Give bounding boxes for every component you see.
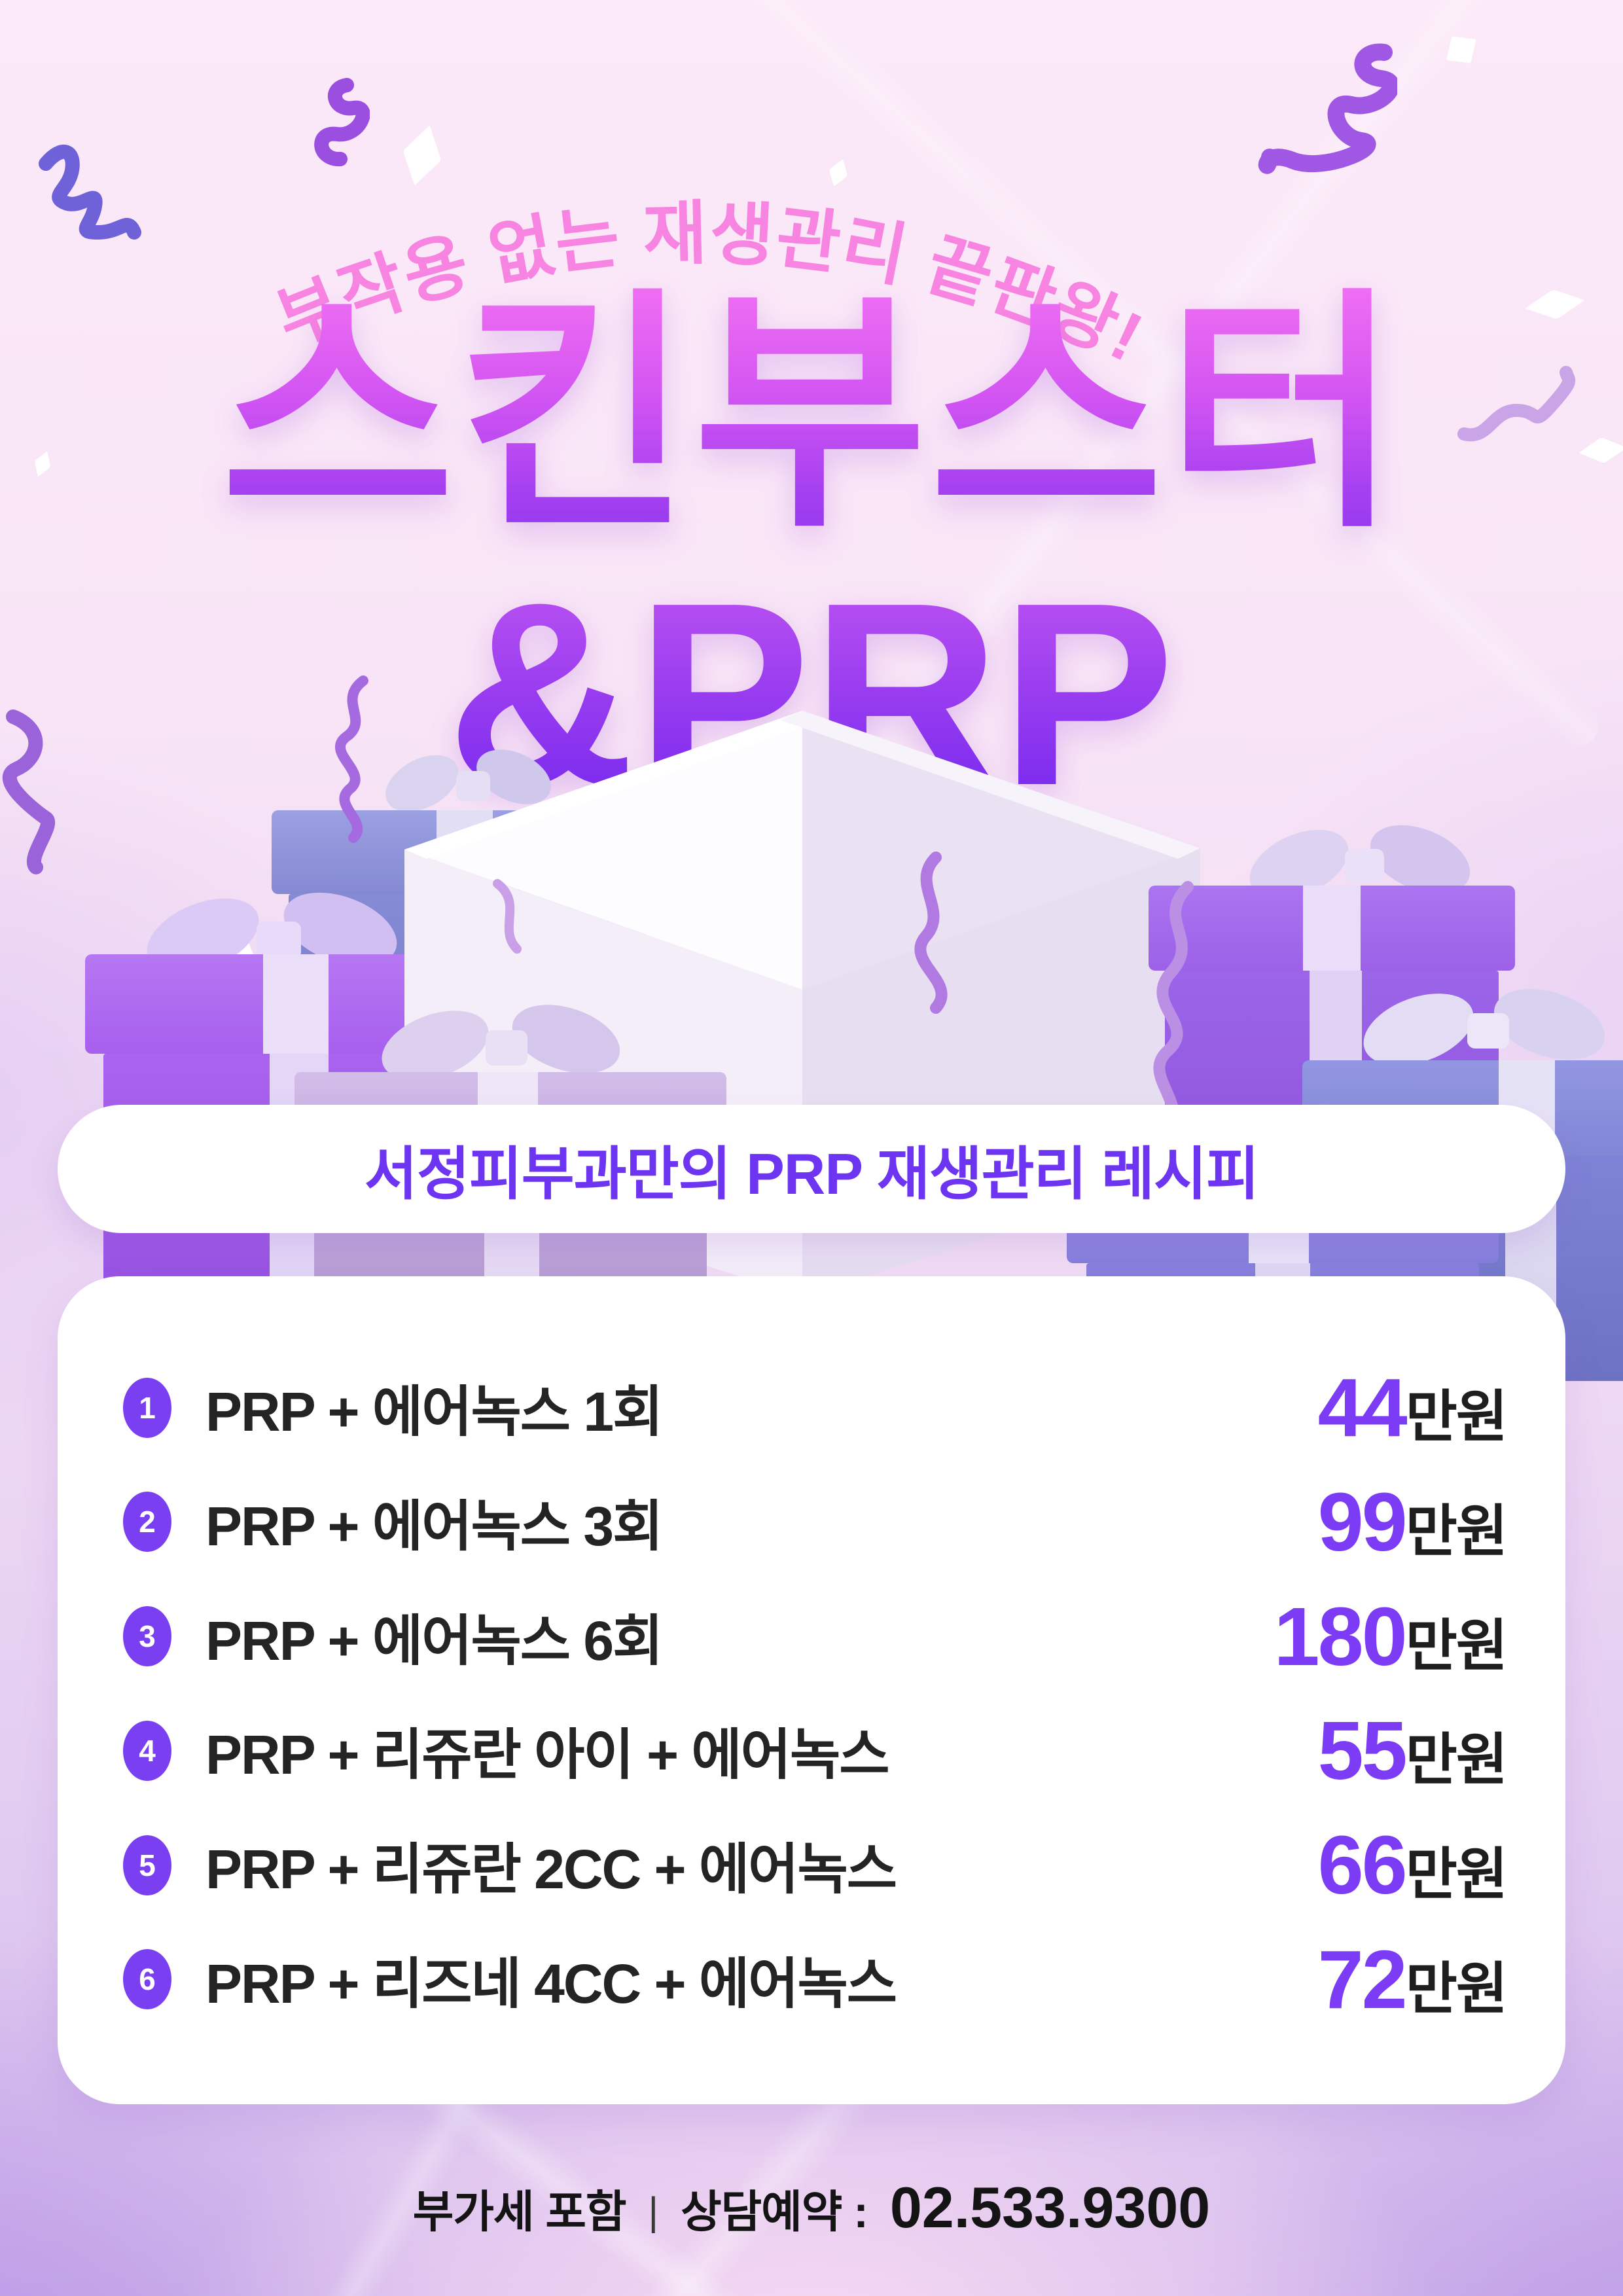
tagline-arc: 부작용 없는 재생관리 끝판왕!: [266, 195, 1154, 377]
recipe-banner-text: 서정피부과만의 PRP 재생관리 레시피: [364, 1141, 1259, 1206]
price-number: 55: [1317, 1704, 1408, 1797]
confetti-spiral-icon: [1258, 43, 1397, 174]
recipe-banner: 서정피부과만의 PRP 재생관리 레시피: [58, 1105, 1565, 1233]
confetti-spiral-icon: [1457, 366, 1576, 442]
item-number-badge: 1: [123, 1377, 171, 1438]
reservation-label: 상담예약 :: [681, 2187, 868, 2237]
price-row: 3 PRP + 에어녹스 6회 180 만원: [123, 1589, 1508, 1684]
price-unit: 만원: [1405, 1843, 1508, 1907]
price-unit: 만원: [1405, 1614, 1508, 1677]
item-number-badge: 3: [123, 1606, 171, 1667]
price-row: 1 PRP + 에어녹스 1회 44 만원: [123, 1360, 1508, 1455]
footer-divider: |: [648, 2189, 659, 2233]
item-label: PRP + 에어녹스 1회: [205, 1381, 663, 1443]
price-row: 6 PRP + 리즈네 4CC + 에어녹스 72 만원: [123, 1932, 1508, 2027]
item-price: 99 만원: [1317, 1475, 1508, 1570]
price-number: 44: [1317, 1361, 1408, 1454]
main-title-line1: 스킨부스터: [0, 288, 1623, 542]
price-number: 72: [1317, 1933, 1408, 2026]
item-number-badge: 6: [123, 1949, 171, 2010]
price-row: 4 PRP + 리쥬란 아이 + 에어녹스 55 만원: [123, 1703, 1508, 1798]
price-unit: 만원: [1405, 1729, 1508, 1792]
item-number-badge: 5: [123, 1835, 171, 1895]
footer: 부가세 포함 | 상담예약 : 02.533.9300: [0, 2174, 1623, 2241]
confetti-spiral-icon: [3, 709, 55, 874]
item-price: 72 만원: [1317, 1932, 1508, 2027]
item-price: 55 만원: [1317, 1703, 1508, 1798]
item-price: 66 만원: [1317, 1818, 1508, 1912]
item-price: 44 만원: [1317, 1360, 1508, 1455]
price-number: 66: [1317, 1819, 1408, 1912]
phone-number: 02.533.9300: [889, 2175, 1211, 2240]
confetti-spiral-icon: [39, 144, 141, 240]
item-label: PRP + 리쥬란 아이 + 에어녹스: [205, 1724, 890, 1786]
price-card: 1 PRP + 에어녹스 1회 44 만원 2 PRP + 에어녹스 3회 99…: [58, 1276, 1565, 2104]
item-label: PRP + 에어녹스 6회: [205, 1609, 663, 1672]
item-number-badge: 2: [123, 1492, 171, 1552]
price-number: 180: [1274, 1590, 1408, 1683]
ribbon-curl-icon: [1153, 881, 1194, 1148]
price-unit: 만원: [1405, 1957, 1508, 2020]
item-price: 180 만원: [1274, 1589, 1508, 1684]
ribbon-curl-icon: [335, 675, 368, 843]
tax-note: 부가세 포함: [412, 2187, 627, 2237]
price-row: 5 PRP + 리쥬란 2CC + 에어녹스 66 만원: [123, 1818, 1508, 1912]
price-unit: 만원: [1405, 1499, 1508, 1563]
item-number-badge: 4: [123, 1720, 171, 1781]
confetti-spiral-icon: [314, 78, 370, 166]
price-number: 99: [1317, 1475, 1408, 1568]
price-row: 2 PRP + 에어녹스 3회 99 만원: [123, 1475, 1508, 1570]
item-label: PRP + 에어녹스 3회: [205, 1495, 663, 1557]
item-label: PRP + 리쥬란 2CC + 에어녹스: [205, 1839, 897, 1901]
item-label: PRP + 리즈네 4CC + 에어녹스: [205, 1952, 897, 2015]
price-unit: 만원: [1405, 1386, 1508, 1448]
